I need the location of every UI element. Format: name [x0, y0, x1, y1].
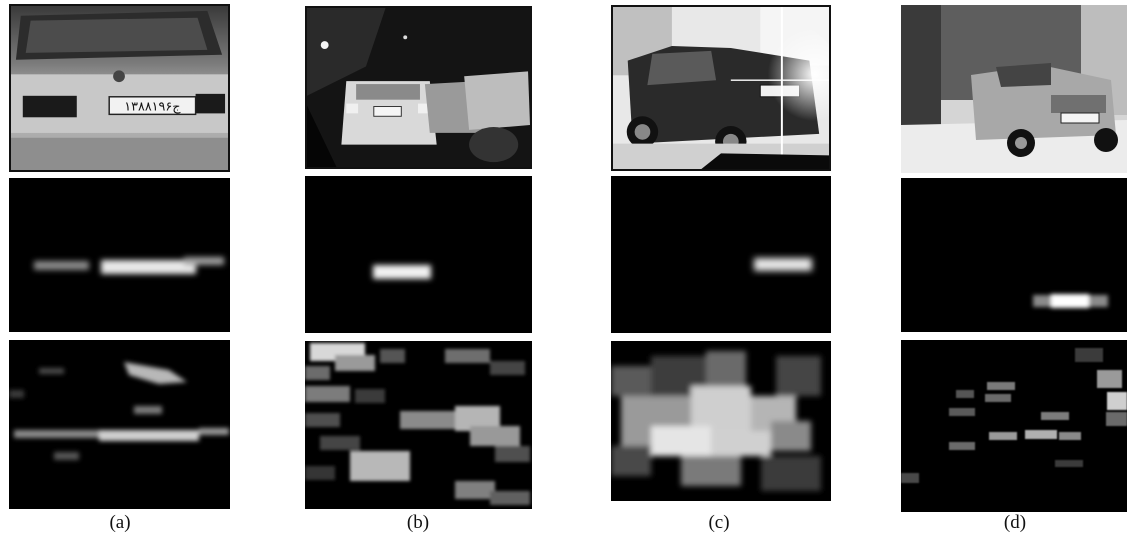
map-a-bottom — [9, 340, 230, 509]
map-d-top — [901, 178, 1127, 332]
photo-a: ۱۳ج۸۸۱۹۶ — [9, 4, 230, 172]
map-d-bottom — [901, 340, 1127, 512]
license-plate-text: ۱۳ج۸۸۱۹۶ — [124, 98, 181, 114]
map-a-top — [9, 178, 230, 332]
map-b-bottom — [305, 341, 532, 509]
photo-c — [611, 5, 831, 171]
caption-d: (d) — [1003, 512, 1027, 533]
map-c-bottom — [611, 341, 831, 501]
photo-b — [305, 6, 532, 169]
map-b-top — [305, 176, 532, 333]
caption-c: (c) — [708, 512, 730, 533]
photo-d — [901, 5, 1127, 173]
map-c-top — [611, 176, 831, 333]
caption-b: (b) — [406, 512, 430, 533]
caption-a: (a) — [109, 512, 131, 533]
